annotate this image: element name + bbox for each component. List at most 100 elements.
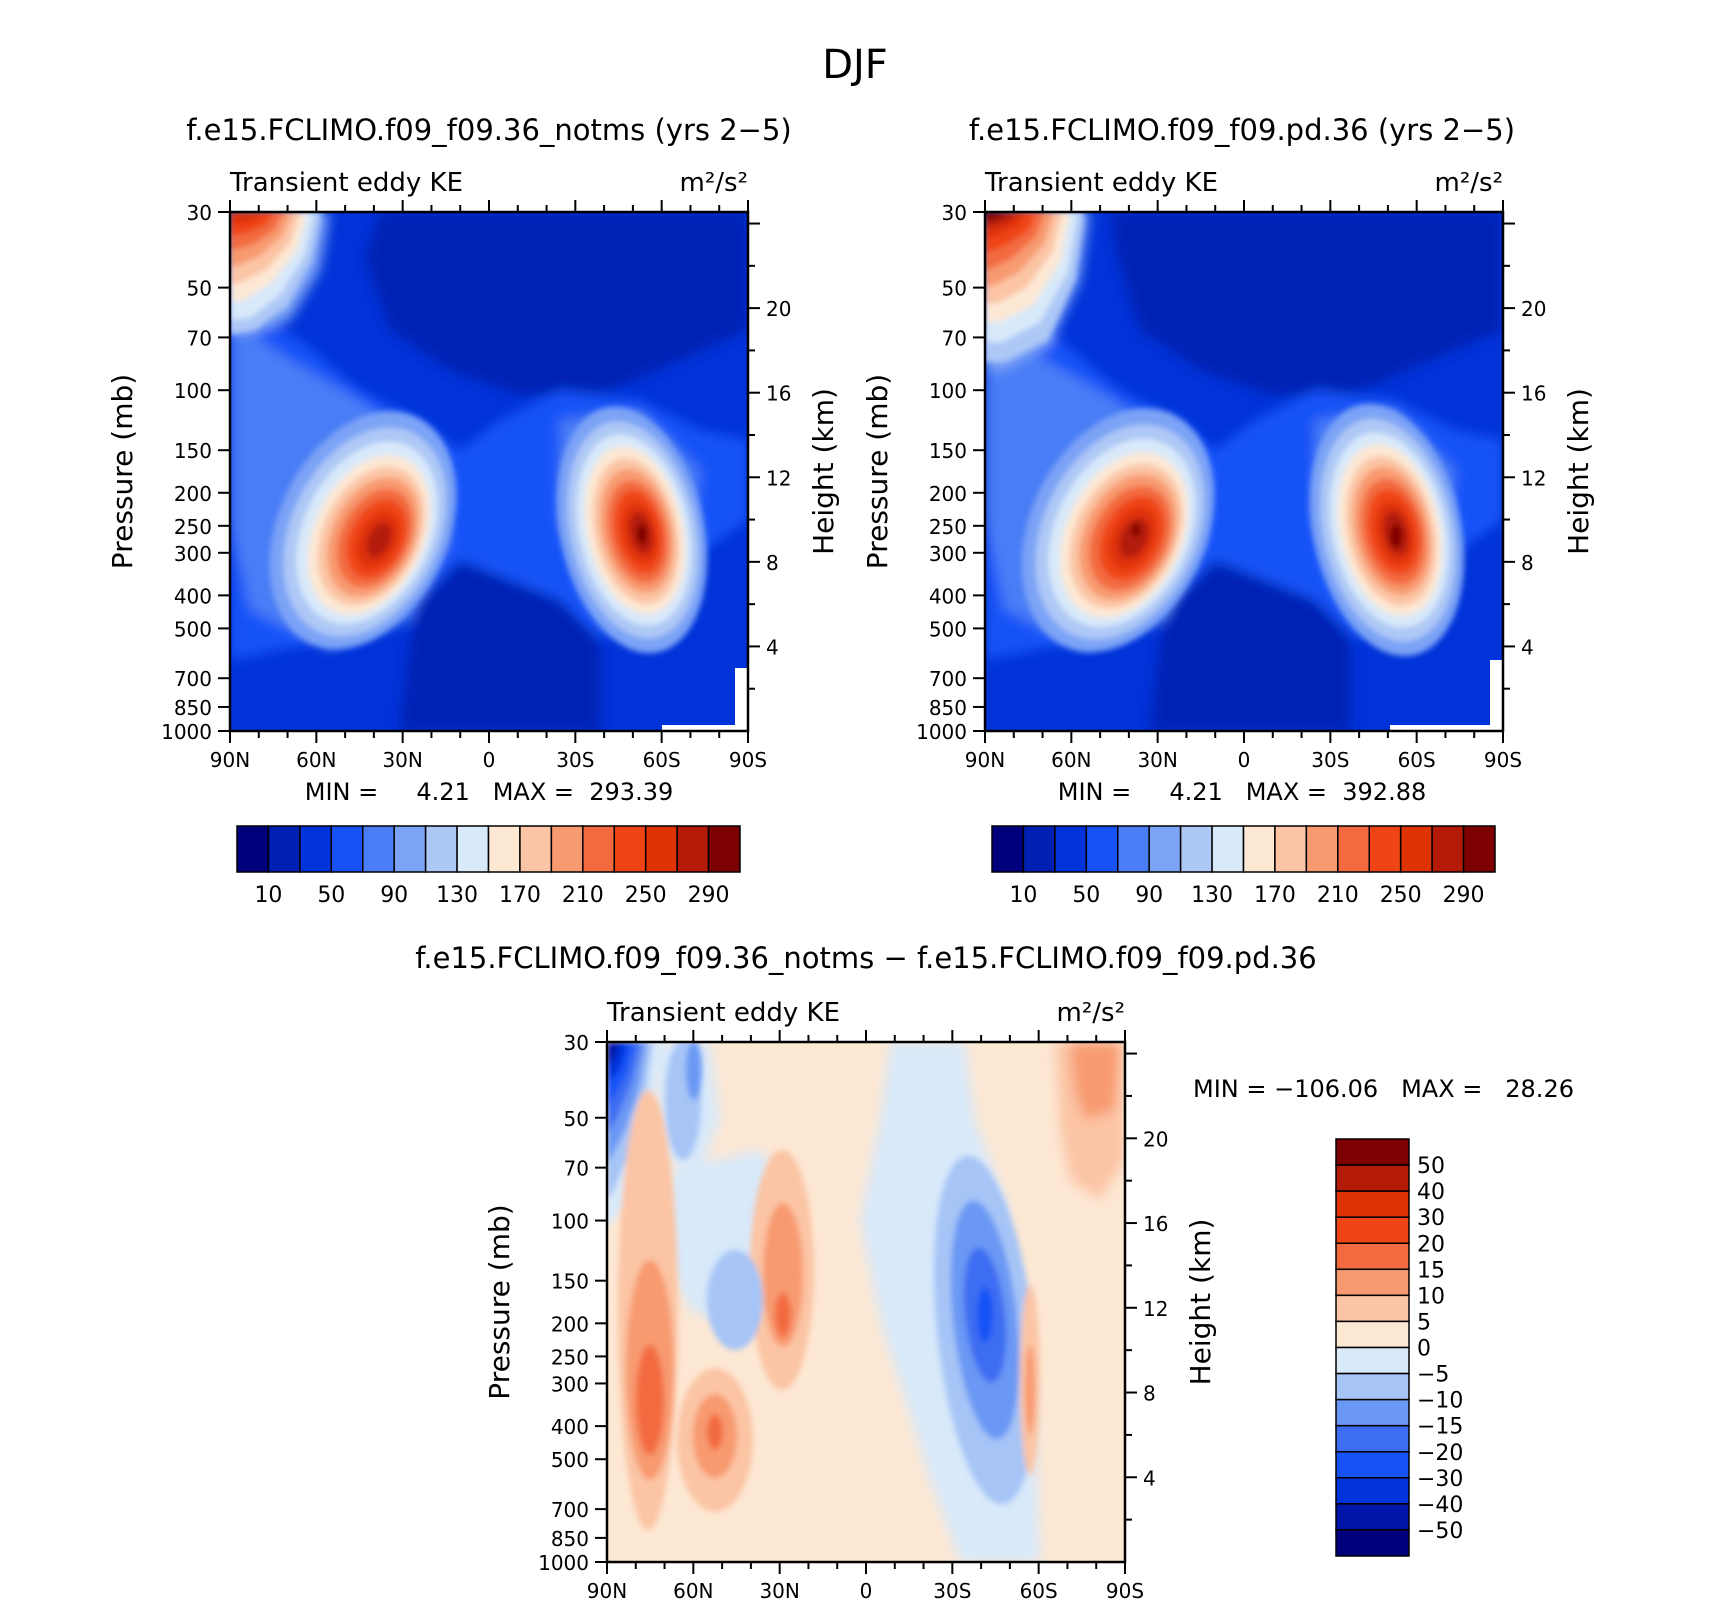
- y-tick-label: 400: [551, 1415, 589, 1439]
- x-tick-label: 0: [483, 748, 496, 772]
- y-tick-label: 300: [929, 542, 967, 566]
- y2-tick-label: 12: [766, 466, 791, 490]
- colorbar-label: −30: [1417, 1467, 1463, 1492]
- contour-field: [607, 1042, 1125, 1562]
- y2-tick-label: 4: [1143, 1466, 1156, 1490]
- y-axis-label: Pressure (mb): [483, 1204, 516, 1399]
- y-tick-label: 30: [564, 1031, 589, 1055]
- colorbar-swatch: [1274, 825, 1308, 873]
- colorbar-swatch: [299, 825, 333, 873]
- y2-tick-label: 20: [1143, 1127, 1168, 1151]
- colorbar-swatch: [1148, 825, 1182, 873]
- y2-tick-label: 8: [1521, 551, 1534, 575]
- colorbar-label: 250: [1380, 883, 1422, 908]
- x-tick-label: 90S: [1106, 1579, 1144, 1601]
- colorbar-label: 90: [1135, 883, 1163, 908]
- positive-anomaly: [763, 1203, 803, 1347]
- colorbar-swatch: [1335, 1320, 1410, 1349]
- colorbar-label: 50: [1417, 1154, 1445, 1179]
- y-tick-label: 500: [551, 1448, 589, 1472]
- y-axis-label: Pressure (mb): [106, 374, 139, 569]
- y-tick-label: 50: [564, 1107, 589, 1131]
- y-tick-label: 300: [551, 1372, 589, 1396]
- x-tick-label: 60N: [673, 1579, 713, 1601]
- x-tick-label: 30N: [759, 1579, 799, 1601]
- colorbar-swatch: [1054, 825, 1088, 873]
- x-tick-label: 30S: [556, 748, 594, 772]
- colorbar-label: 15: [1417, 1258, 1445, 1283]
- deep-blue-region: [365, 212, 748, 395]
- y2-tick-label: 4: [766, 635, 779, 659]
- y-tick-label: 200: [174, 482, 212, 506]
- y2-tick-label: 12: [1143, 1297, 1168, 1321]
- y-tick-label: 30: [942, 201, 967, 225]
- sh-jet-contour: [1390, 524, 1402, 548]
- y-tick-label: 500: [174, 617, 212, 641]
- colorbar-label: −5: [1417, 1363, 1449, 1388]
- nh-jet-contour: [1119, 518, 1149, 558]
- colorbar-swatch: [1335, 1190, 1410, 1218]
- negative-anomaly: [977, 1287, 993, 1343]
- colorbar-label: 10: [1417, 1284, 1445, 1309]
- positive-anomaly: [775, 1293, 791, 1337]
- colorbar-label: 210: [1317, 883, 1359, 908]
- y2-tick-label: 20: [1521, 297, 1546, 321]
- y-tick-label: 200: [929, 482, 967, 506]
- y-tick-label: 850: [174, 696, 212, 720]
- deep-blue-region: [1150, 555, 1350, 731]
- x-tick-label: 30N: [1137, 748, 1177, 772]
- deep-blue-region: [1110, 212, 1503, 395]
- positive-band: [636, 1345, 664, 1455]
- colorbar-swatch: [1305, 825, 1339, 873]
- missing-data-area: [662, 725, 748, 731]
- colorbar-label: 10: [254, 883, 282, 908]
- panel-title: f.e15.FCLIMO.f09_f09.pd.36 (yrs 2−5): [969, 113, 1515, 147]
- colorbar-label: 10: [1009, 883, 1037, 908]
- colorbar-label: −50: [1417, 1519, 1463, 1544]
- colorbar-swatch: [1335, 1477, 1410, 1505]
- colorbar-swatch: [236, 825, 270, 873]
- colorbar-swatch: [1211, 825, 1245, 873]
- colorbar-swatch: [1399, 825, 1433, 873]
- x-tick-label: 90N: [965, 748, 1005, 772]
- missing-data-area: [735, 668, 748, 728]
- colorbar-label: 290: [1443, 883, 1485, 908]
- contour-field: [985, 212, 1503, 731]
- y-tick-label: 150: [551, 1270, 589, 1294]
- min-max-label: MIN = 4.21 MAX = 293.39: [305, 778, 673, 806]
- y-tick-label: 700: [174, 667, 212, 691]
- y-tick-label: 500: [929, 617, 967, 641]
- y-tick-label: 100: [174, 379, 212, 403]
- y-tick-label: 150: [174, 439, 212, 463]
- variable-label: Transient eddy KE: [984, 168, 1218, 198]
- y-tick-label: 50: [942, 277, 967, 301]
- colorbar: 10 50 90 130 170 210 250 290: [991, 825, 1496, 908]
- x-tick-label: 60N: [296, 748, 336, 772]
- colorbar-swatch: [393, 825, 427, 873]
- x-tick-label: 30S: [1311, 748, 1349, 772]
- panel-top-left: f.e15.FCLIMO.f09_f09.36_notms (yrs 2−5) …: [106, 113, 840, 908]
- units-label: m²/s²: [680, 168, 748, 198]
- colorbar-label: 50: [1072, 883, 1100, 908]
- colorbar-swatch: [1431, 825, 1465, 873]
- min-max-label: MIN = 4.21 MAX = 392.88: [1058, 778, 1426, 806]
- colorbar: 10 50 90 130 170 210 250 290: [236, 825, 741, 908]
- colorbar-swatch: [1335, 1216, 1410, 1244]
- y-tick-label: 100: [929, 379, 967, 403]
- positive-region: [1070, 1042, 1120, 1120]
- figure-title: DJF: [822, 42, 888, 88]
- colorbar-label: 250: [625, 883, 667, 908]
- colorbar-swatch: [519, 825, 553, 873]
- strat-max-contour: [985, 212, 1008, 221]
- y-tick-label: 70: [564, 1157, 589, 1181]
- x-tick-label: 30N: [382, 748, 422, 772]
- y-tick-label: 700: [929, 667, 967, 691]
- y-tick-label: 30: [187, 201, 212, 225]
- colorbar-swatch: [1462, 825, 1496, 873]
- negative-anomaly: [707, 1250, 763, 1350]
- colorbar-swatch: [1337, 825, 1370, 873]
- missing-data-area: [1390, 725, 1503, 731]
- y2-axis-label: Height (km): [1184, 1219, 1217, 1386]
